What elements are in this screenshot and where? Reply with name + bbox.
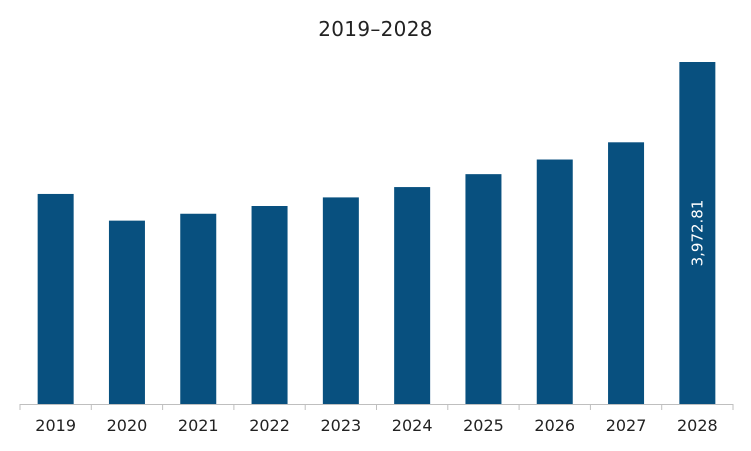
data-label-2028: 3,972.81 xyxy=(688,200,706,267)
x-tick-label-2019: 2019 xyxy=(35,416,76,435)
bar-2021 xyxy=(180,213,217,404)
x-tick-label-2020: 2020 xyxy=(107,416,148,435)
bar-2020 xyxy=(108,220,145,404)
x-tick-label-2021: 2021 xyxy=(178,416,219,435)
x-axis: 2019 2020 2021 2022 2023 2024 2025 2026 2027 2028 xyxy=(19,404,734,435)
bar-2022 xyxy=(251,206,288,404)
bar-2025 xyxy=(465,174,502,404)
bar-2024 xyxy=(394,187,431,404)
x-tick-label-2025: 2025 xyxy=(463,416,504,435)
x-tick-label-2023: 2023 xyxy=(320,416,361,435)
bars-layer xyxy=(37,62,716,405)
x-tick-label-2022: 2022 xyxy=(249,416,290,435)
x-tick-label-2028: 2028 xyxy=(677,416,718,435)
chart-title: 2019–2028 xyxy=(318,17,433,41)
bar-2028 xyxy=(679,62,716,404)
x-tick-label-2024: 2024 xyxy=(392,416,433,435)
x-tick-label-2027: 2027 xyxy=(606,416,647,435)
x-tick-label-2026: 2026 xyxy=(534,416,575,435)
bar-2027 xyxy=(608,142,645,405)
labels-layer: 3,972.81 xyxy=(688,200,706,267)
bar-2026 xyxy=(536,159,573,404)
bar-2019 xyxy=(37,193,74,404)
bar-2023 xyxy=(322,197,359,404)
